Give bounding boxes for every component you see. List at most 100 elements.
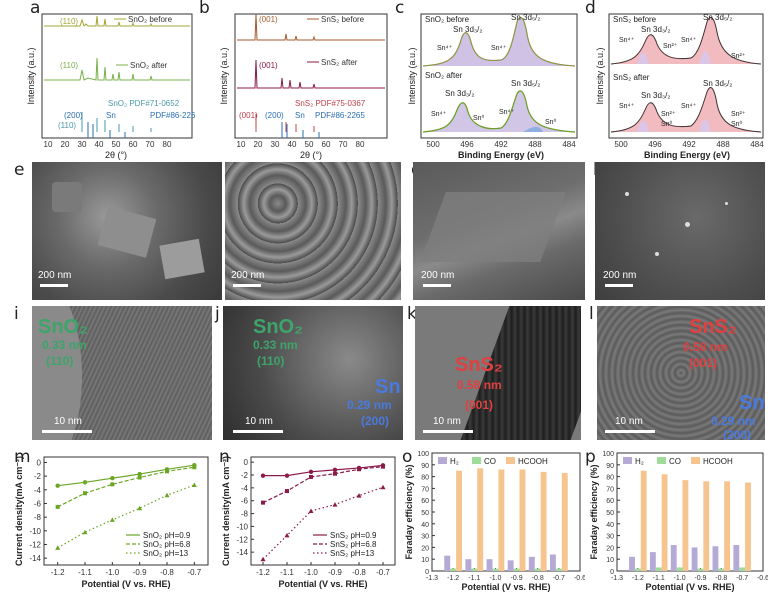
y-tick-label: -2 xyxy=(34,472,42,481)
d-spacing: 0.58 nm xyxy=(683,340,728,354)
ref-label: PDF#86-2265 xyxy=(150,111,195,120)
scale-bar xyxy=(40,284,68,287)
bar xyxy=(534,568,541,571)
panel-n: n 0 -2 -4 -6 -8 -10 -12 -14 -1.2 -1.1 -1.0 -0.9 -0.8… xyxy=(215,445,400,593)
state-label: Sn⁰ xyxy=(731,120,743,128)
xtick: 500 xyxy=(614,140,628,149)
xtick: 70 xyxy=(339,140,348,149)
y-tick-label: 50 xyxy=(606,510,614,517)
legend-before: SnS₂ before xyxy=(321,15,365,24)
d-spacing: 0.33 nm xyxy=(42,338,87,352)
state-label: Sn⁴⁺ xyxy=(437,45,453,52)
xtick: 488 xyxy=(716,140,730,149)
x-tick-label: -0.9 xyxy=(694,575,706,582)
bar xyxy=(733,545,740,571)
y-axis-label: Faraday efficiency (%) xyxy=(589,464,599,559)
y-axis-label: Faraday efficiency (%) xyxy=(404,464,414,559)
bar xyxy=(703,481,710,571)
panel-a: a 10 20 30 40 50 60 70 80 2θ (°) Intensi… xyxy=(0,0,200,160)
y-tick-label: 20 xyxy=(606,545,614,552)
state-label: Sn⁴⁺ xyxy=(499,109,515,116)
xtick: 40 xyxy=(288,140,297,149)
bar xyxy=(724,481,731,571)
data-point xyxy=(332,467,338,473)
current-density-chart-m: 0 -2 -4 -6 -8 -10 -12 -14 -1.2 -1.1 -1.0 -0.9 -0.8 -0… xyxy=(14,456,209,589)
xtick: 60 xyxy=(129,140,138,149)
series-line xyxy=(57,484,195,549)
scale-label: 200 nm xyxy=(421,270,455,281)
y-tick-label: 60 xyxy=(606,498,614,505)
sem-image-f: 200 nm xyxy=(225,162,401,300)
panel-label-k: k xyxy=(407,304,417,324)
y-tick-label: 30 xyxy=(606,534,614,541)
scale-bar xyxy=(233,284,261,287)
series-line xyxy=(263,464,384,477)
peak-label: Sn 3d₅/₂ xyxy=(703,79,732,88)
data-point xyxy=(284,473,290,478)
xtick: 496 xyxy=(460,140,474,149)
bar xyxy=(561,473,568,571)
x-tick-label: -0.7 xyxy=(187,568,201,577)
y-tick-label: 70 xyxy=(421,486,429,493)
panel-label-c: c xyxy=(395,0,405,18)
panel-c: c 500 496 492 488 484 Binding Energy (eV… xyxy=(393,0,583,160)
legend-label: HCOOH xyxy=(518,457,548,466)
bar xyxy=(540,471,547,571)
scale-label: 200 nm xyxy=(603,270,637,281)
data-point xyxy=(83,491,87,496)
legend-after: SnS₂ after xyxy=(321,58,358,67)
bar xyxy=(655,567,662,571)
data-point xyxy=(137,505,143,511)
state-label: Sn⁴⁺ xyxy=(431,111,447,118)
legend-label: SnS₂ pH=13 xyxy=(330,549,375,558)
bar xyxy=(712,546,719,571)
y-tick-label: 40 xyxy=(606,522,614,529)
bar xyxy=(486,559,493,571)
series-line xyxy=(262,466,384,504)
x-axis-label: Potential (V vs. RHE) xyxy=(278,579,367,589)
y-tick-label: -14 xyxy=(29,554,41,563)
bar xyxy=(682,480,689,571)
y-tick-label: -10 xyxy=(236,522,248,531)
xrd-chart-a: 10 20 30 40 50 60 70 80 2θ (°) Intensity… xyxy=(26,13,200,160)
data-point xyxy=(110,482,115,487)
y-tick-label: -12 xyxy=(236,535,248,544)
data-point xyxy=(191,482,197,488)
state-label: Sn⁴⁺ xyxy=(619,103,635,110)
faraday-efficiency-chart-p: 0 10 20 30 40 50 60 70 80 90 100 -1.3 -1.2 -1.1 -1.0 -0… xyxy=(589,451,768,592)
x-tick-label: -1.0 xyxy=(674,575,686,582)
legend-before: SnO₂ before xyxy=(128,15,173,24)
y-tick-label: 100 xyxy=(417,451,429,458)
miller-index: (001) xyxy=(689,356,718,370)
series-line xyxy=(57,466,195,508)
bar xyxy=(465,559,472,571)
y-tick-label: 20 xyxy=(421,545,429,552)
y-tick-label: 70 xyxy=(606,486,614,493)
x-tick-label: -1.1 xyxy=(280,568,294,577)
ref-label: PDF#86-2265 xyxy=(315,111,365,120)
y-axis-label: Intensity (a.u.) xyxy=(407,47,417,104)
y-tick-label: 80 xyxy=(421,475,429,482)
xtick: 50 xyxy=(112,140,121,149)
data-point xyxy=(55,483,60,488)
bar xyxy=(513,568,520,571)
scale-bar xyxy=(423,284,451,287)
x-tick-label: -1.0 xyxy=(105,568,119,577)
x-tick-label: -0.8 xyxy=(532,575,544,582)
panel-b: b 10 20 30 40 50 60 70 80 2θ (°) Intensi… xyxy=(195,0,393,160)
series-line xyxy=(57,464,195,487)
d-spacing: 0.33 nm xyxy=(253,338,298,352)
bar xyxy=(649,552,656,571)
scale-label: 10 nm xyxy=(245,416,273,427)
panel-p: p 0 10 20 30 40 50 60 70 80 90 100 -1.3 -1.2 -1.1 -1.0… xyxy=(585,445,768,593)
panel-label-m: m xyxy=(14,447,31,467)
tem-image-k: SnS₂ 0.58 nm (001) 10 nm xyxy=(415,306,581,440)
legend-label: HCOOH xyxy=(703,457,733,466)
bar xyxy=(477,468,484,571)
y-axis-label: Intensity (a.u.) xyxy=(595,47,605,104)
data-point xyxy=(308,469,314,474)
y-tick-label: -6 xyxy=(34,499,42,508)
panel-label-j: j xyxy=(215,304,220,324)
legend-swatch xyxy=(438,457,447,464)
panel-e: e 200 nm xyxy=(0,160,225,300)
